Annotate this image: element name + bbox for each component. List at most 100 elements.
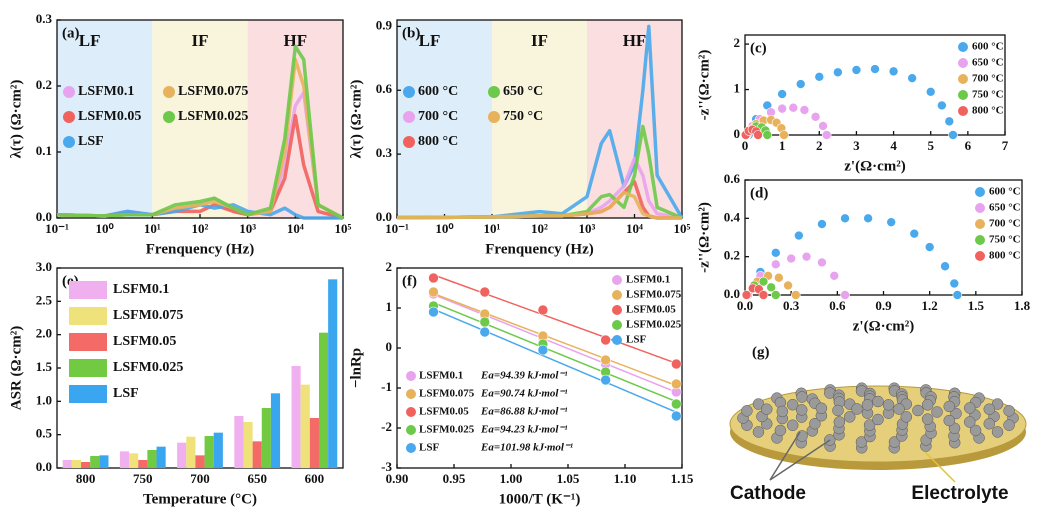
- data-point: [815, 72, 824, 81]
- sphere: [787, 420, 798, 431]
- data-point: [538, 345, 548, 355]
- sphere: [944, 401, 955, 412]
- annotation: Ea=90.74 kJ·mol⁻¹: [480, 388, 568, 400]
- x-tick-label: 7: [1002, 138, 1009, 153]
- panel: LFIFHF0.00.30.60.910⁻¹10⁰10¹10²10³10⁴10⁵…: [348, 17, 690, 257]
- legend-marker: [406, 371, 416, 381]
- data-point: [774, 273, 783, 282]
- y-tick-label: 2.0: [36, 326, 52, 341]
- y-tick-label: 0.4: [724, 209, 741, 224]
- bar: [177, 443, 186, 468]
- sphere: [834, 416, 845, 427]
- y-tick-label: 1: [386, 299, 393, 314]
- x-tick-label: 6: [965, 138, 972, 153]
- x-tick-label: 10⁰: [96, 221, 115, 236]
- x-axis-label: z'(Ω·cm²): [844, 158, 905, 174]
- data-point: [819, 121, 828, 130]
- figure: (g) Cathode Electrolyte LFIFHF0.00.10.20…: [0, 0, 1046, 512]
- legend-label: LSFM0.05: [113, 334, 176, 349]
- data-point: [671, 359, 681, 369]
- y-tick-label: 0.0: [36, 459, 52, 474]
- bar: [138, 460, 147, 468]
- data-point: [926, 87, 935, 96]
- data-point: [800, 106, 809, 115]
- data-point: [763, 131, 772, 140]
- legend-swatch: [69, 385, 107, 403]
- bar: [253, 441, 262, 468]
- y-tick-label: 1: [734, 81, 741, 96]
- data-point: [671, 411, 681, 421]
- bar: [205, 436, 214, 468]
- data-point: [428, 287, 438, 297]
- data-point: [759, 291, 768, 300]
- bar: [319, 333, 328, 468]
- x-tick-label: 0.9: [875, 298, 892, 313]
- region-label: LF: [79, 31, 101, 50]
- bar: [271, 393, 280, 468]
- bar: [262, 408, 271, 468]
- x-tick-label: 10⁻¹: [385, 221, 409, 236]
- x-tick-label: 1.15: [671, 471, 694, 486]
- y-tick-label: 1.5: [36, 359, 53, 374]
- bar: [328, 279, 337, 468]
- sphere: [984, 418, 995, 429]
- y-tick-label: 2: [386, 259, 393, 274]
- x-tick-label: 10⁻¹: [45, 221, 69, 236]
- legend-marker: [63, 136, 75, 148]
- x-tick-label: 1: [779, 138, 786, 153]
- legend-label: LSFM0.05: [419, 406, 469, 418]
- sphere: [777, 406, 788, 417]
- annotation: Ea=94.23 kJ·mol⁻¹: [480, 424, 568, 436]
- legend-label: LSFM0.075: [113, 308, 183, 323]
- region-label: LF: [419, 31, 441, 50]
- annotation: Ea=86.88 kJ·mol⁻¹: [480, 406, 568, 418]
- panel: 0.00.20.40.60.00.30.60.91.21.51.8z'(Ω·cm…: [696, 171, 1030, 334]
- sphere: [775, 425, 786, 436]
- sphere: [796, 404, 807, 415]
- data-point: [480, 317, 490, 327]
- y-tick-label: 2: [734, 35, 741, 50]
- x-axis-label: Frenquency (Hz): [146, 241, 254, 257]
- legend-marker: [403, 136, 415, 148]
- data-point: [802, 252, 811, 261]
- annotation: Ea=94.39 kJ·mol⁻¹: [480, 370, 568, 382]
- legend-marker: [958, 90, 968, 100]
- data-point: [871, 65, 880, 74]
- sphere: [964, 402, 975, 413]
- data-point: [817, 258, 826, 267]
- x-tick-label: 5: [927, 138, 934, 153]
- bar: [81, 462, 90, 468]
- x-tick-label: 0: [742, 138, 749, 153]
- x-tick-label: 4: [890, 138, 897, 153]
- legend-label: 800 °C: [418, 134, 458, 149]
- legend-label: LSF: [419, 442, 439, 454]
- legend-marker: [612, 320, 622, 330]
- data-point: [830, 271, 839, 280]
- data-point: [949, 131, 958, 140]
- data-point: [811, 112, 820, 121]
- sphere: [944, 415, 955, 426]
- bar: [129, 453, 138, 468]
- sphere: [964, 417, 975, 428]
- legend-label: 700 °C: [989, 218, 1021, 230]
- annotation: Ea=101.98 kJ·mol⁻¹: [480, 442, 573, 454]
- panel-label: (d): [750, 185, 768, 201]
- y-tick-label: 0.2: [36, 77, 52, 92]
- x-tick-label: 10³: [239, 221, 256, 236]
- data-point: [538, 305, 548, 315]
- bar: [147, 450, 156, 468]
- y-axis-label: λ(τ) (Ω·cm²): [8, 80, 24, 159]
- data-point: [889, 67, 898, 76]
- data-point: [945, 117, 954, 126]
- legend-label: LSFM0.1: [626, 274, 670, 286]
- x-tick-label: 1.05: [557, 471, 580, 486]
- y-axis-label: -z''(Ω·cm²): [696, 202, 712, 273]
- data-point: [794, 231, 803, 240]
- panel: LFIFHF0.00.10.20.310⁻¹10⁰10¹10²10³10⁴10⁵…: [8, 11, 351, 257]
- legend-marker: [406, 407, 416, 417]
- sphere: [984, 404, 995, 415]
- x-tick-label: 1.5: [968, 298, 985, 313]
- y-tick-label: 1.0: [36, 392, 52, 407]
- legend-marker: [488, 86, 500, 98]
- x-tick-label: 0.95: [443, 471, 466, 486]
